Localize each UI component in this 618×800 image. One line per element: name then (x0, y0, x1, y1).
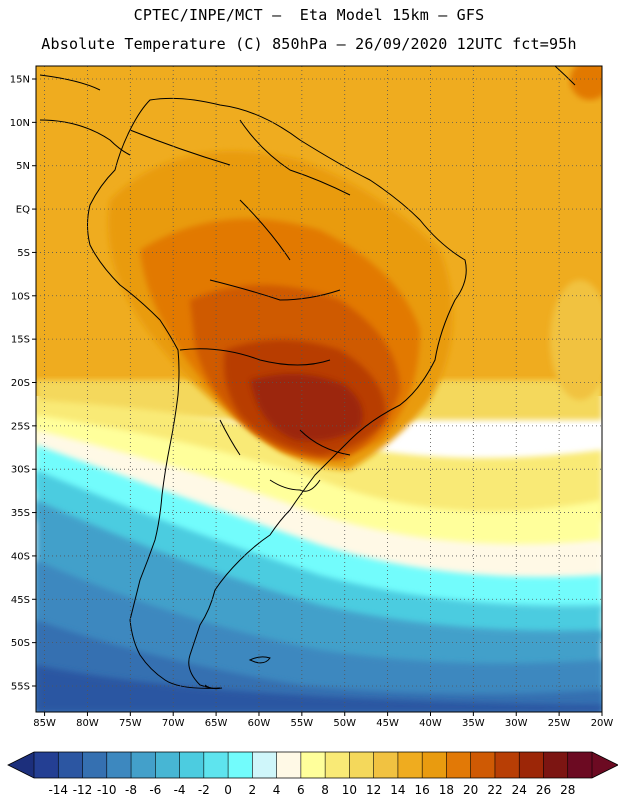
colorbar-tick-label: 24 (512, 783, 527, 797)
colorbar-swatch (349, 752, 375, 778)
colorbar-swatch (252, 752, 278, 778)
coastline (39, 66, 576, 690)
colorbar-tick-label: 6 (297, 783, 305, 797)
lat-tick-label: 5S (17, 248, 30, 259)
lat-tick-label: 50S (11, 638, 30, 649)
colorbar-tick-label: -14 (48, 783, 68, 797)
colorbar-swatch (519, 752, 544, 778)
colorbar-tick-label: 16 (415, 783, 430, 797)
lat-tick-label: 30S (11, 465, 30, 476)
lat-tick-label: 45S (11, 595, 30, 606)
lon-tick-label: 50W (333, 718, 356, 729)
colorbar-swatch (82, 752, 108, 778)
colorbar-over-triangle (592, 752, 618, 778)
colorbar-tick-label: 28 (560, 783, 575, 797)
colorbar-tick-label: 22 (487, 783, 502, 797)
lat-tick-label: 10S (11, 291, 30, 302)
colorbar-swatch (58, 752, 84, 778)
lat-tick-label: 5N (16, 161, 30, 172)
lat-tick-label: 25S (11, 421, 30, 432)
lat-tick-label: 15N (10, 75, 30, 86)
colorbar-tick-label: -10 (97, 783, 117, 797)
colorbar-tick-label: 20 (463, 783, 478, 797)
lon-tick-label: 45W (376, 718, 399, 729)
colorbar-tick-label: 0 (224, 783, 232, 797)
lon-tick-label: 70W (162, 718, 185, 729)
colorbar-outline (7, 751, 618, 779)
colorbar: -14 -12 -10 -8 -6 -4 -2 0 2 4 6 8 10 12 14 16 18 20 22 24 26… (7, 751, 618, 797)
lat-tick-label: 15S (11, 335, 30, 346)
colorbar-tick-label: 26 (536, 783, 551, 797)
lat-tick-label: 10N (10, 118, 30, 129)
colorbar-swatch (106, 752, 132, 778)
title-line-2: Absolute Temperature (C) 850hPa – 26/09/… (41, 35, 577, 53)
colorbar-tick-label: -8 (125, 783, 137, 797)
temperature-field (36, 66, 602, 712)
colorbar-swatch (567, 752, 593, 778)
lon-tick-label: 20W (591, 718, 614, 729)
title-line-1: CPTEC/INPE/MCT – Eta Model 15km – GFS (133, 6, 485, 24)
colorbar-swatch (494, 752, 520, 778)
colorbar-tick-label: 18 (439, 783, 454, 797)
colorbar-tick-label: 10 (342, 783, 357, 797)
lon-tick-label: 85W (33, 718, 56, 729)
map-frame (35, 65, 603, 713)
lon-tick-label: 30W (505, 718, 528, 729)
lon-tick-label: 60W (248, 718, 271, 729)
colorbar-swatch (373, 752, 399, 778)
colorbar-tick-label: -4 (174, 783, 186, 797)
longitude-axis: 85W 80W 75W 70W 65W 60W 55W 50W 45W 40W 35W 30W 25W 2… (33, 712, 613, 729)
colorbar-swatch (155, 752, 181, 778)
colorbar-swatch (179, 752, 205, 778)
lat-tick-label: EQ (16, 205, 30, 216)
lon-tick-label: 55W (291, 718, 314, 729)
lon-tick-label: 40W (419, 718, 442, 729)
colorbar-tick-label: -12 (73, 783, 93, 797)
colorbar-swatch (228, 752, 253, 778)
colorbar-swatch (276, 752, 302, 778)
colorbar-swatch (470, 752, 496, 778)
colorbar-swatch (422, 752, 447, 778)
colorbar-tick-label: 4 (273, 783, 281, 797)
colorbar-tick-label: 12 (366, 783, 381, 797)
lat-tick-label: 35S (11, 508, 30, 519)
colorbar-swatch (543, 752, 569, 778)
colorbar-tick-label: -6 (149, 783, 161, 797)
colorbar-tick-label: 2 (249, 783, 257, 797)
colorbar-tick-label: 14 (390, 783, 405, 797)
colorbar-swatch (131, 752, 156, 778)
colorbar-swatch (300, 752, 326, 778)
lon-tick-label: 25W (548, 718, 571, 729)
colorbar-swatch (446, 752, 472, 778)
lon-tick-label: 65W (205, 718, 228, 729)
colorbar-swatch (325, 752, 350, 778)
lon-tick-label: 35W (462, 718, 485, 729)
colorbar-under-triangle (8, 752, 34, 778)
latitude-axis: 15N 10N 5N EQ 5S 10S 15S 20S 25S 30S 35S 40S 45S 50S 5… (10, 75, 36, 692)
lat-tick-label: 20S (11, 378, 30, 389)
lat-tick-label: 55S (11, 681, 30, 692)
colorbar-swatch (34, 752, 59, 778)
lon-tick-label: 75W (119, 718, 142, 729)
colorbar-swatch (397, 752, 423, 778)
lat-tick-label: 40S (11, 551, 30, 562)
colorbar-swatch (203, 752, 229, 778)
colorbar-tick-label: -2 (198, 783, 210, 797)
lon-tick-label: 80W (76, 718, 99, 729)
colorbar-tick-label: 8 (321, 783, 329, 797)
